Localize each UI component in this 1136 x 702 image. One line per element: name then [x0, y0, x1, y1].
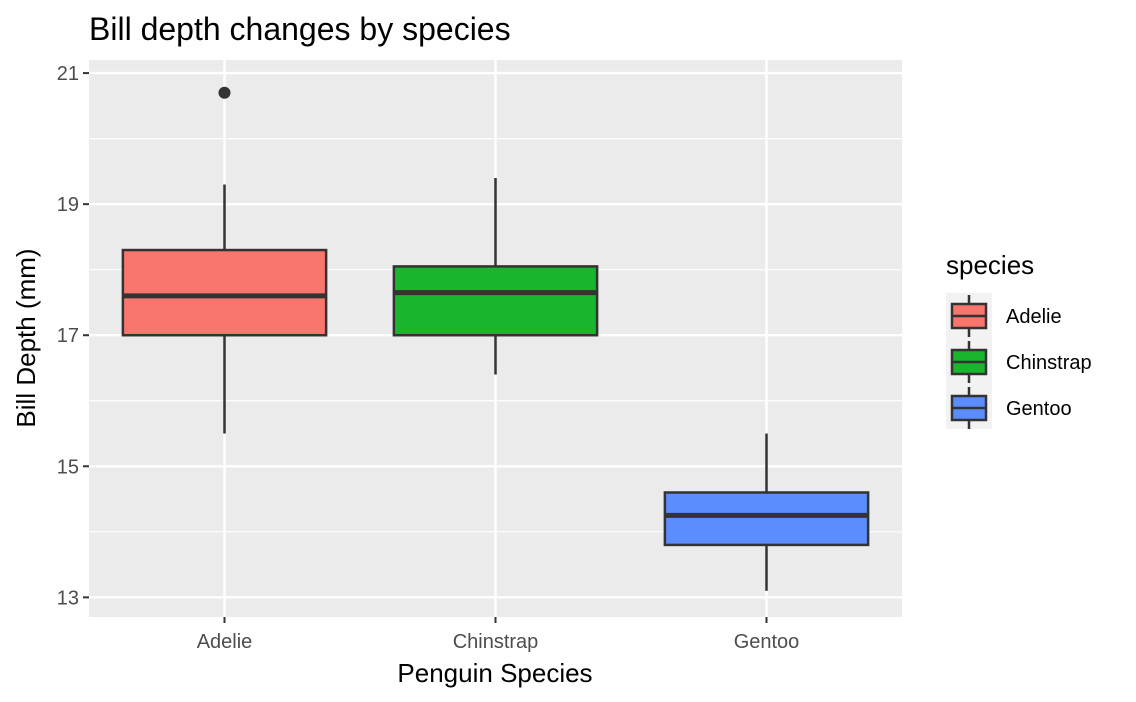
- boxes: [121, 86, 870, 591]
- box-iqr: [392, 265, 599, 337]
- y-axis-label: Bill Depth (mm): [11, 248, 41, 427]
- x-axis-label: Penguin Species: [397, 658, 592, 688]
- y-tick-label: 13: [57, 587, 79, 609]
- outlier-point: [218, 86, 231, 99]
- chart-title: Bill depth changes by species: [89, 11, 511, 47]
- legend-title: species: [946, 250, 1034, 280]
- y-axis: 13 15 17 19 21: [57, 63, 89, 609]
- box-gentoo: [663, 433, 870, 591]
- box-chinstrap: [392, 177, 599, 375]
- x-tick-label: Adelie: [197, 631, 253, 653]
- box-iqr: [121, 248, 328, 337]
- x-axis: Adelie Chinstrap Gentoo: [197, 617, 800, 653]
- box-adelie: [121, 86, 328, 434]
- legend-label: Gentoo: [1006, 398, 1072, 420]
- x-tick-label: Chinstrap: [453, 631, 539, 653]
- y-tick-label: 15: [57, 456, 79, 478]
- y-tick-label: 17: [57, 325, 79, 347]
- legend-item-gentoo: Gentoo: [950, 387, 1072, 429]
- box-iqr: [663, 491, 870, 547]
- y-tick-label: 21: [57, 63, 79, 85]
- legend-label: Adelie: [1006, 306, 1062, 328]
- legend-item-chinstrap: Chinstrap: [950, 341, 1092, 383]
- y-tick-label: 19: [57, 194, 79, 216]
- legend-label: Chinstrap: [1006, 352, 1092, 374]
- x-tick-label: Gentoo: [734, 631, 800, 653]
- legend-item-adelie: Adelie: [950, 295, 1062, 337]
- legend-items: Adelie Chinstrap Gentoo: [950, 295, 1092, 429]
- legend: species Adelie Chinstrap Gentoo: [946, 250, 1092, 429]
